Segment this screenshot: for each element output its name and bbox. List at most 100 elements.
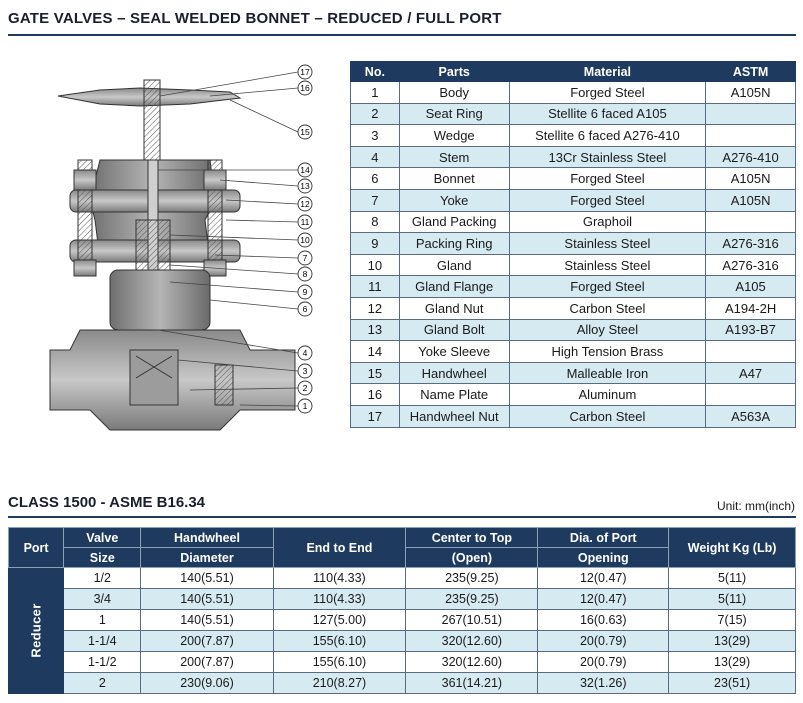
- table-row: 12 Gland Nut Carbon Steel A194-2H: [350, 296, 796, 320]
- table-row: 3/4 140(5.51) 110(4.33) 235(9.25) 12(0.47) 5(…: [9, 588, 796, 610]
- table-row: Reducer 1/2 140(5.51) 110(4.33) 235(9.25) 12(…: [7, 567, 796, 694]
- header-open: (Open): [405, 547, 539, 568]
- page-title: GATE VALVES – SEAL WELDED BONNET – REDUC…: [8, 10, 502, 27]
- weight-cell: 13(29): [668, 651, 796, 673]
- callout-1: 1: [297, 398, 313, 414]
- part-name-cell: Handwheel Nut: [398, 404, 510, 428]
- dia-port-cell: 32(1.26): [537, 672, 670, 694]
- port-reducer-cell: Reducer: [7, 567, 65, 694]
- end-to-end-cell: 155(6.10): [272, 630, 407, 652]
- astm-cell: A105N: [705, 167, 796, 190]
- table-row: 8 Gland Packing Graphoil: [350, 210, 796, 234]
- callout-11: 11: [297, 214, 313, 230]
- end-to-end-cell: 155(6.10): [272, 651, 407, 673]
- table-row: 1 Body Forged Steel A105N: [350, 81, 796, 104]
- astm-cell: A193-B7: [705, 318, 796, 342]
- size-cell: 1: [63, 609, 142, 631]
- astm-cell: [705, 124, 796, 147]
- callout-14: 14: [297, 162, 313, 178]
- material-cell: Stellite 6 faced A105: [508, 102, 707, 126]
- material-cell: Stainless Steel: [508, 253, 707, 277]
- part-name-cell: Bonnet: [398, 167, 510, 190]
- astm-cell: A563A: [705, 404, 796, 428]
- header-opening: Opening: [537, 547, 670, 568]
- header-weight: Weight Kg (Lb): [668, 527, 796, 568]
- header-astm: ASTM: [705, 61, 796, 82]
- part-name-cell: Gland Bolt: [398, 318, 510, 342]
- callout-3: 3: [297, 363, 313, 379]
- part-no-cell: 14: [350, 340, 400, 363]
- part-name-cell: Handwheel: [398, 361, 510, 385]
- dims-header-row-1: Port Valve Handwheel End to End Center t…: [7, 527, 796, 568]
- end-to-end-cell: 210(8.27): [272, 672, 407, 694]
- part-no-cell: 13: [350, 318, 400, 342]
- handwheel-cell: 140(5.51): [140, 567, 274, 589]
- callout-number: 2: [303, 383, 308, 393]
- material-cell: Forged Steel: [508, 275, 707, 298]
- material-cell: Carbon Steel: [508, 404, 707, 428]
- material-cell: Carbon Steel: [508, 296, 707, 320]
- astm-cell: A276-316: [705, 232, 796, 255]
- table-row: 15 Handwheel Malleable Iron A47: [350, 361, 796, 385]
- dia-port-cell: 20(0.79): [537, 651, 670, 673]
- header-valve: Valve: [63, 527, 142, 548]
- astm-cell: A105N: [705, 81, 796, 104]
- callout-4: 4: [297, 345, 313, 361]
- header-size: Size: [63, 547, 142, 568]
- callout-12: 12: [297, 196, 313, 212]
- center-top-cell: 235(9.25): [405, 567, 539, 589]
- table-row: 2 230(9.06) 210(8.27) 361(14.21) 32(1.26) 23(…: [9, 672, 796, 694]
- dia-port-cell: 12(0.47): [537, 567, 670, 589]
- table-row: 1 140(5.51) 127(5.00) 267(10.51) 16(0.63) 7(1…: [9, 609, 796, 631]
- header-parts: Parts: [398, 61, 510, 82]
- size-cell: 1/2: [63, 567, 142, 589]
- handwheel-cell: 140(5.51): [140, 609, 274, 631]
- handwheel-cell: 230(9.06): [140, 672, 274, 694]
- callout-9: 9: [297, 284, 313, 300]
- part-no-cell: 2: [350, 102, 400, 126]
- callout-number: 6: [303, 304, 308, 314]
- part-no-cell: 8: [350, 210, 400, 234]
- callout-number: 8: [303, 269, 308, 279]
- part-name-cell: Gland: [398, 253, 510, 277]
- part-name-cell: Seat Ring: [398, 102, 510, 126]
- part-name-cell: Stem: [398, 145, 510, 169]
- part-no-cell: 16: [350, 383, 400, 406]
- material-cell: Forged Steel: [508, 167, 707, 190]
- material-cell: Forged Steel: [508, 188, 707, 212]
- header-port: Port: [7, 527, 65, 568]
- callout-number: 11: [301, 217, 310, 227]
- astm-cell: A105N: [705, 188, 796, 212]
- parts-material-table: No. Parts Material ASTM 1 Body Forged Stee…: [350, 61, 796, 428]
- astm-cell: A276-410: [705, 145, 796, 169]
- header-dia-of-port: Dia. of Port: [537, 527, 670, 548]
- callout-number: 4: [303, 348, 308, 358]
- title-divider: [8, 34, 796, 36]
- weight-cell: 13(29): [668, 630, 796, 652]
- part-name-cell: Gland Nut: [398, 296, 510, 320]
- part-name-cell: Yoke: [398, 188, 510, 212]
- material-cell: High Tension Brass: [508, 340, 707, 363]
- astm-cell: [705, 210, 796, 234]
- callout-17: 17: [297, 64, 313, 80]
- material-cell: Stainless Steel: [508, 232, 707, 255]
- callout-6: 6: [297, 301, 313, 317]
- part-name-cell: Packing Ring: [398, 232, 510, 255]
- callout-15: 15: [297, 124, 313, 140]
- material-cell: Stellite 6 faced A276-410: [508, 124, 707, 147]
- callout-number: 10: [300, 235, 310, 245]
- astm-cell: A47: [705, 361, 796, 385]
- callout-2: 2: [297, 380, 313, 396]
- table-row: 9 Packing Ring Stainless Steel A276-316: [350, 232, 796, 255]
- callout-number: 1: [303, 401, 308, 411]
- callout-number-group: 17 16 15 14 13 12 11 10 7 8 9 6 4 3 2 1: [297, 64, 313, 414]
- size-cell: 1-1/4: [63, 630, 142, 652]
- material-cell: 13Cr Stainless Steel: [508, 145, 707, 169]
- callout-number: 7: [303, 253, 308, 263]
- table-row: 2 Seat Ring Stellite 6 faced A105: [350, 102, 796, 126]
- part-no-cell: 17: [350, 404, 400, 428]
- center-top-cell: 320(12.60): [405, 651, 539, 673]
- part-name-cell: Name Plate: [398, 383, 510, 406]
- unit-label: Unit: mm(inch): [716, 499, 795, 513]
- end-to-end-cell: 127(5.00): [272, 609, 407, 631]
